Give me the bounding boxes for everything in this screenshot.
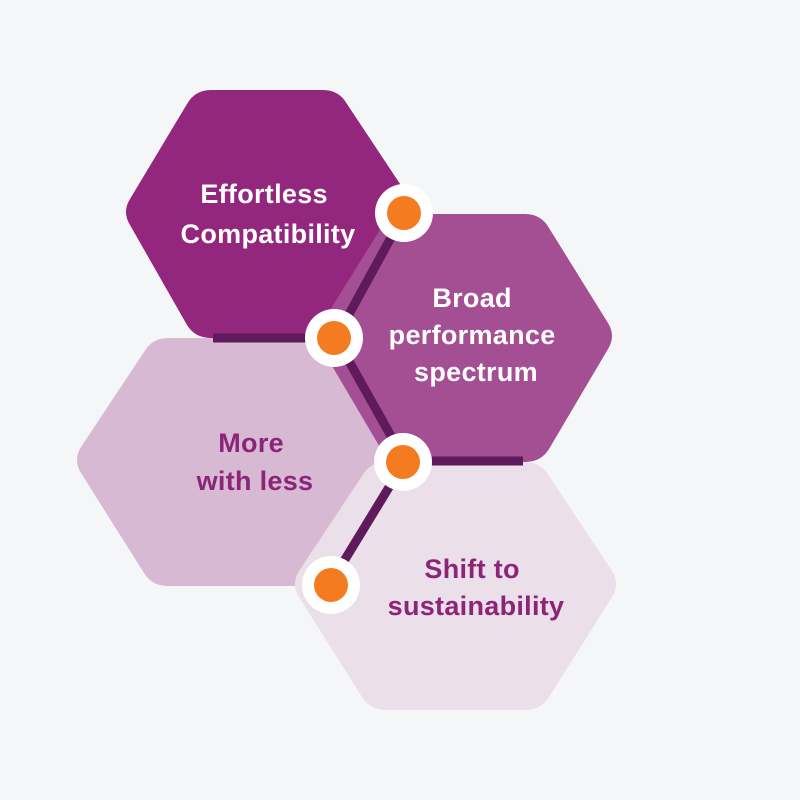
label-line: Shift to	[424, 554, 519, 584]
connector-node	[375, 184, 433, 242]
label-line: spectrum	[414, 357, 538, 387]
label-line: sustainability	[388, 591, 565, 621]
label-line: Compatibility	[181, 219, 356, 249]
connector-nodes	[302, 184, 433, 614]
label-line: Effortless	[200, 179, 328, 209]
connector-node	[302, 556, 360, 614]
label-line: with less	[196, 466, 314, 496]
label-line: performance	[389, 320, 556, 350]
label-shift-to-sustainability: Shift to sustainability	[388, 554, 565, 621]
hexagon-more-with-less	[77, 338, 399, 586]
connector-node	[305, 309, 363, 367]
label-line: More	[218, 428, 284, 458]
label-line: Broad	[432, 283, 512, 313]
hexagon-shift-to-sustainability	[295, 462, 616, 710]
label-effortless-compatibility: Effortless Compatibility	[181, 179, 356, 249]
hexagon-broad-performance-spectrum	[318, 214, 612, 462]
hexagon-effortless-compatibility	[126, 90, 414, 338]
label-more-with-less: More with less	[196, 428, 314, 496]
label-broad-performance-spectrum: Broad performance spectrum	[389, 283, 564, 387]
connector-node	[374, 433, 432, 491]
